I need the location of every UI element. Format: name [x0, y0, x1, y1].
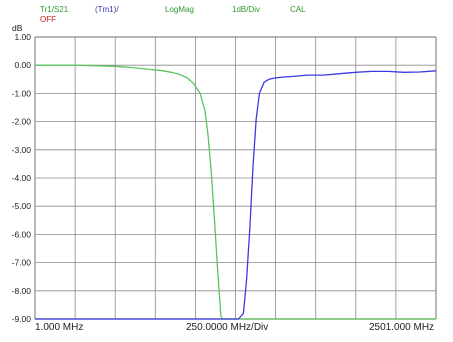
- y-tick-label: -3.00: [12, 145, 32, 155]
- y-tick-labels: 1.00 0.00 -1.00 -2.00 -3.00 -4.00 -5.00 -6.00 -7…: [12, 32, 32, 324]
- series-line-1: [35, 64, 436, 320]
- y-tick-label: -1.00: [12, 88, 32, 98]
- y-axis-label: dB: [12, 23, 23, 33]
- header-cal: CAL: [290, 5, 306, 14]
- y-tick-label: -4.00: [12, 173, 32, 183]
- y-tick-label: -8.00: [12, 286, 32, 296]
- y-tick-label: -6.00: [12, 229, 32, 239]
- series-lines: [35, 64, 437, 320]
- header-trace: Tr1/S21: [40, 5, 69, 14]
- series-line-2: [35, 70, 437, 320]
- y-tick-label: -2.00: [12, 117, 32, 127]
- header-state: OFF: [40, 15, 56, 24]
- header-scale: 1dB/Div: [232, 5, 261, 14]
- y-tick-label: -5.00: [12, 201, 32, 211]
- y-tick-label: 0.00: [14, 60, 31, 70]
- x-start-label: 1.000 MHz: [35, 322, 83, 333]
- x-stop-label: 2501.000 MHz: [369, 322, 434, 333]
- x-center-label: 250.0000 MHz/Div: [186, 322, 268, 333]
- grid: [34, 36, 437, 320]
- y-tick-label: -9.00: [12, 314, 32, 324]
- header-marker: (Tm1)/: [95, 5, 119, 14]
- y-tick-label: 1.00: [14, 32, 31, 42]
- header-format: LogMag: [165, 5, 194, 14]
- y-tick-label: -7.00: [12, 258, 32, 268]
